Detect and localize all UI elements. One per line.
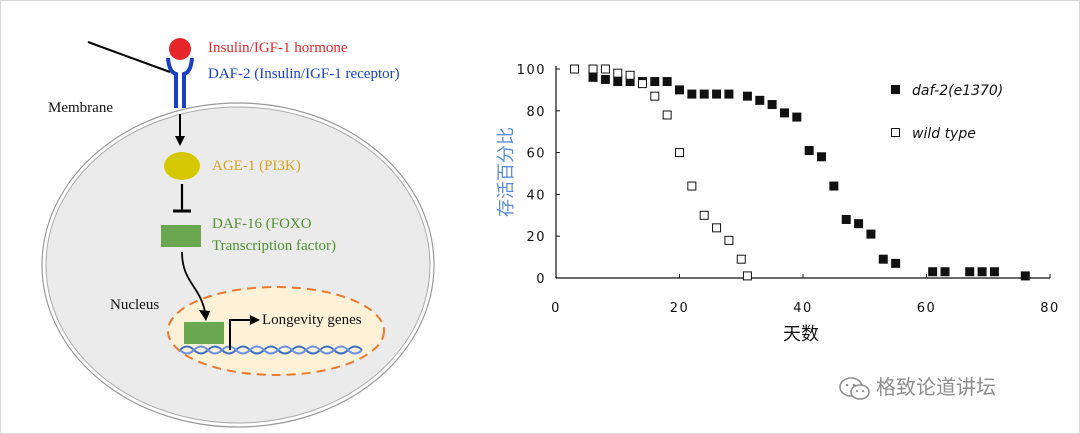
daf16-label-line1: DAF-16 (FOXO [212, 216, 312, 232]
pointer-line [87, 41, 171, 73]
arrow-head-3 [250, 315, 260, 325]
arrow-head-1 [175, 136, 185, 146]
membrane-label: Membrane [48, 100, 113, 116]
translocation-arrow [181, 251, 206, 313]
age1-label: AGE-1 (PI3K) [212, 158, 301, 174]
arrow-head-2 [199, 310, 210, 321]
pathway-diagram [41, 38, 435, 428]
dna-helix [179, 345, 363, 355]
cell-body [45, 106, 431, 424]
watermark: 格致论道讲坛 [838, 371, 996, 402]
hormone-label: Insulin/IGF-1 hormone [208, 40, 348, 56]
age1-ellipse [164, 152, 200, 180]
daf16-nuclear-box [184, 322, 224, 344]
receptor-shape [166, 57, 194, 108]
receptor-label: DAF-2 (Insulin/IGF-1 receptor) [208, 66, 400, 82]
watermark-text: 格致论道讲坛 [876, 375, 996, 399]
wechat-icon [839, 376, 870, 400]
genes-label: Longevity genes [262, 312, 362, 328]
cell-outer-membrane [41, 102, 435, 428]
daf16-box [161, 225, 201, 247]
nucleus-label: Nucleus [110, 297, 160, 313]
hormone-circle [169, 38, 191, 60]
gene-arrow [229, 319, 252, 350]
daf16-label-line2: Transcription factor) [212, 238, 336, 254]
